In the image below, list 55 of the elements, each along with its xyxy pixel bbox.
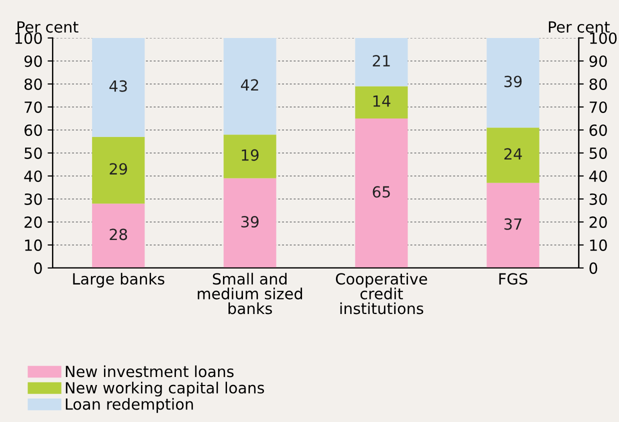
y-tick-label: 20 <box>24 216 42 228</box>
bar <box>92 136 145 204</box>
data-label: 39 <box>241 216 259 228</box>
data-label: 19 <box>242 149 259 161</box>
y-tick-label: 70 <box>24 101 42 113</box>
legend-label: New working capital loans <box>66 382 264 397</box>
bar <box>92 204 145 268</box>
bar <box>224 38 276 135</box>
y2-tick-label: 80 <box>590 78 607 90</box>
y-tick-label: 60 <box>24 124 42 136</box>
data-label: 42 <box>240 79 258 90</box>
x-tick-label: Small and medium sized banks <box>198 272 302 314</box>
data-label: 65 <box>372 186 390 198</box>
data-label: 14 <box>373 95 390 107</box>
bar <box>486 128 540 183</box>
data-label: 43 <box>109 80 127 92</box>
bar <box>355 86 408 118</box>
y2-tick-label: 90 <box>589 55 607 67</box>
x-tick-label: Large banks <box>73 272 164 288</box>
y-tick-label: 40 <box>24 170 42 182</box>
data-label: 24 <box>504 148 522 160</box>
bar <box>355 118 408 268</box>
y-tick-label: 50 <box>24 147 42 159</box>
data-label: 28 <box>110 228 128 240</box>
data-label: 39 <box>504 76 522 88</box>
data-label: 37 <box>504 218 522 230</box>
y2-axis-title: Per cent <box>548 21 610 33</box>
y2-tick-label: 100 <box>590 32 617 44</box>
y2-tick-label: 30 <box>590 193 607 205</box>
y2-tick-label: 70 <box>590 101 607 113</box>
y-tick-label: 80 <box>24 78 42 90</box>
y-axis-title: Per cent <box>18 21 78 33</box>
y2-tick-label: 0 <box>589 262 598 274</box>
y-tick-label: 10 <box>25 239 42 251</box>
bar <box>92 38 145 137</box>
x-tick-label: Cooperative credit institutions <box>336 272 428 314</box>
y2-tick-label: 50 <box>590 147 607 159</box>
y2-tick-label: 20 <box>590 216 607 228</box>
bar <box>486 38 540 128</box>
y-tick-label: 30 <box>24 193 42 205</box>
bar <box>224 134 276 178</box>
bar <box>486 182 540 268</box>
y2-tick-label: 60 <box>590 124 607 136</box>
y-tick-label: 0 <box>34 262 42 274</box>
y2-tick-label: 40 <box>589 170 607 182</box>
bar <box>355 38 408 86</box>
legend-label: Loan redemption <box>66 398 193 413</box>
bar <box>224 178 276 268</box>
x-tick-label: FGS <box>499 273 528 285</box>
data-label: 21 <box>372 55 390 66</box>
y-tick-label: 100 <box>15 32 42 44</box>
legend-label: New investment loans <box>66 365 234 378</box>
data-label: 29 <box>110 163 128 175</box>
y2-tick-label: 10 <box>590 239 607 251</box>
y-tick-label: 90 <box>24 55 42 67</box>
